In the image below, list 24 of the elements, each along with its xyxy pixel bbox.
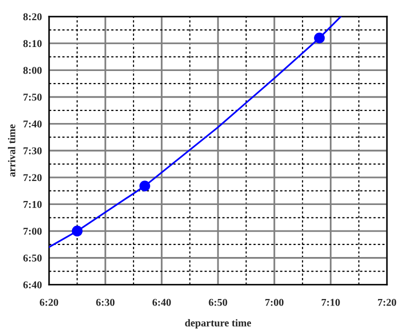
x-tick-label: 6:40	[152, 298, 171, 306]
point	[139, 180, 150, 192]
point	[314, 32, 325, 44]
line-series	[49, 16, 342, 248]
y-tick-label: 7:40	[24, 120, 42, 128]
y-tick-label: 6:50	[23, 254, 42, 262]
point	[72, 226, 83, 236]
x-axis-title: departure time	[185, 319, 252, 329]
y-tick-label: 7:30	[24, 147, 42, 154]
y-axis-title: arrival time	[8, 124, 16, 177]
y-tick-label: 7:50	[24, 94, 42, 101]
x-tick-label: 7:10	[322, 298, 340, 306]
x-tick-label: 6:30	[96, 298, 114, 306]
y-tick-label: 8:10	[23, 40, 42, 48]
x-tick-label: 6:50	[208, 298, 228, 306]
y-tick-label: 7:00	[24, 228, 42, 235]
y-tick-label: 8:00	[23, 66, 42, 74]
x-tick-label: 7:20	[378, 298, 396, 306]
x-tick-label: 7:00	[265, 298, 284, 306]
y-tick-label: 7:20	[24, 174, 42, 182]
y-tick-label: 6:40	[23, 281, 42, 288]
y-tick-label: 8:20	[23, 13, 42, 20]
x-tick-label: 6:20	[40, 298, 58, 306]
y-tick-label: 7:10	[24, 200, 42, 208]
